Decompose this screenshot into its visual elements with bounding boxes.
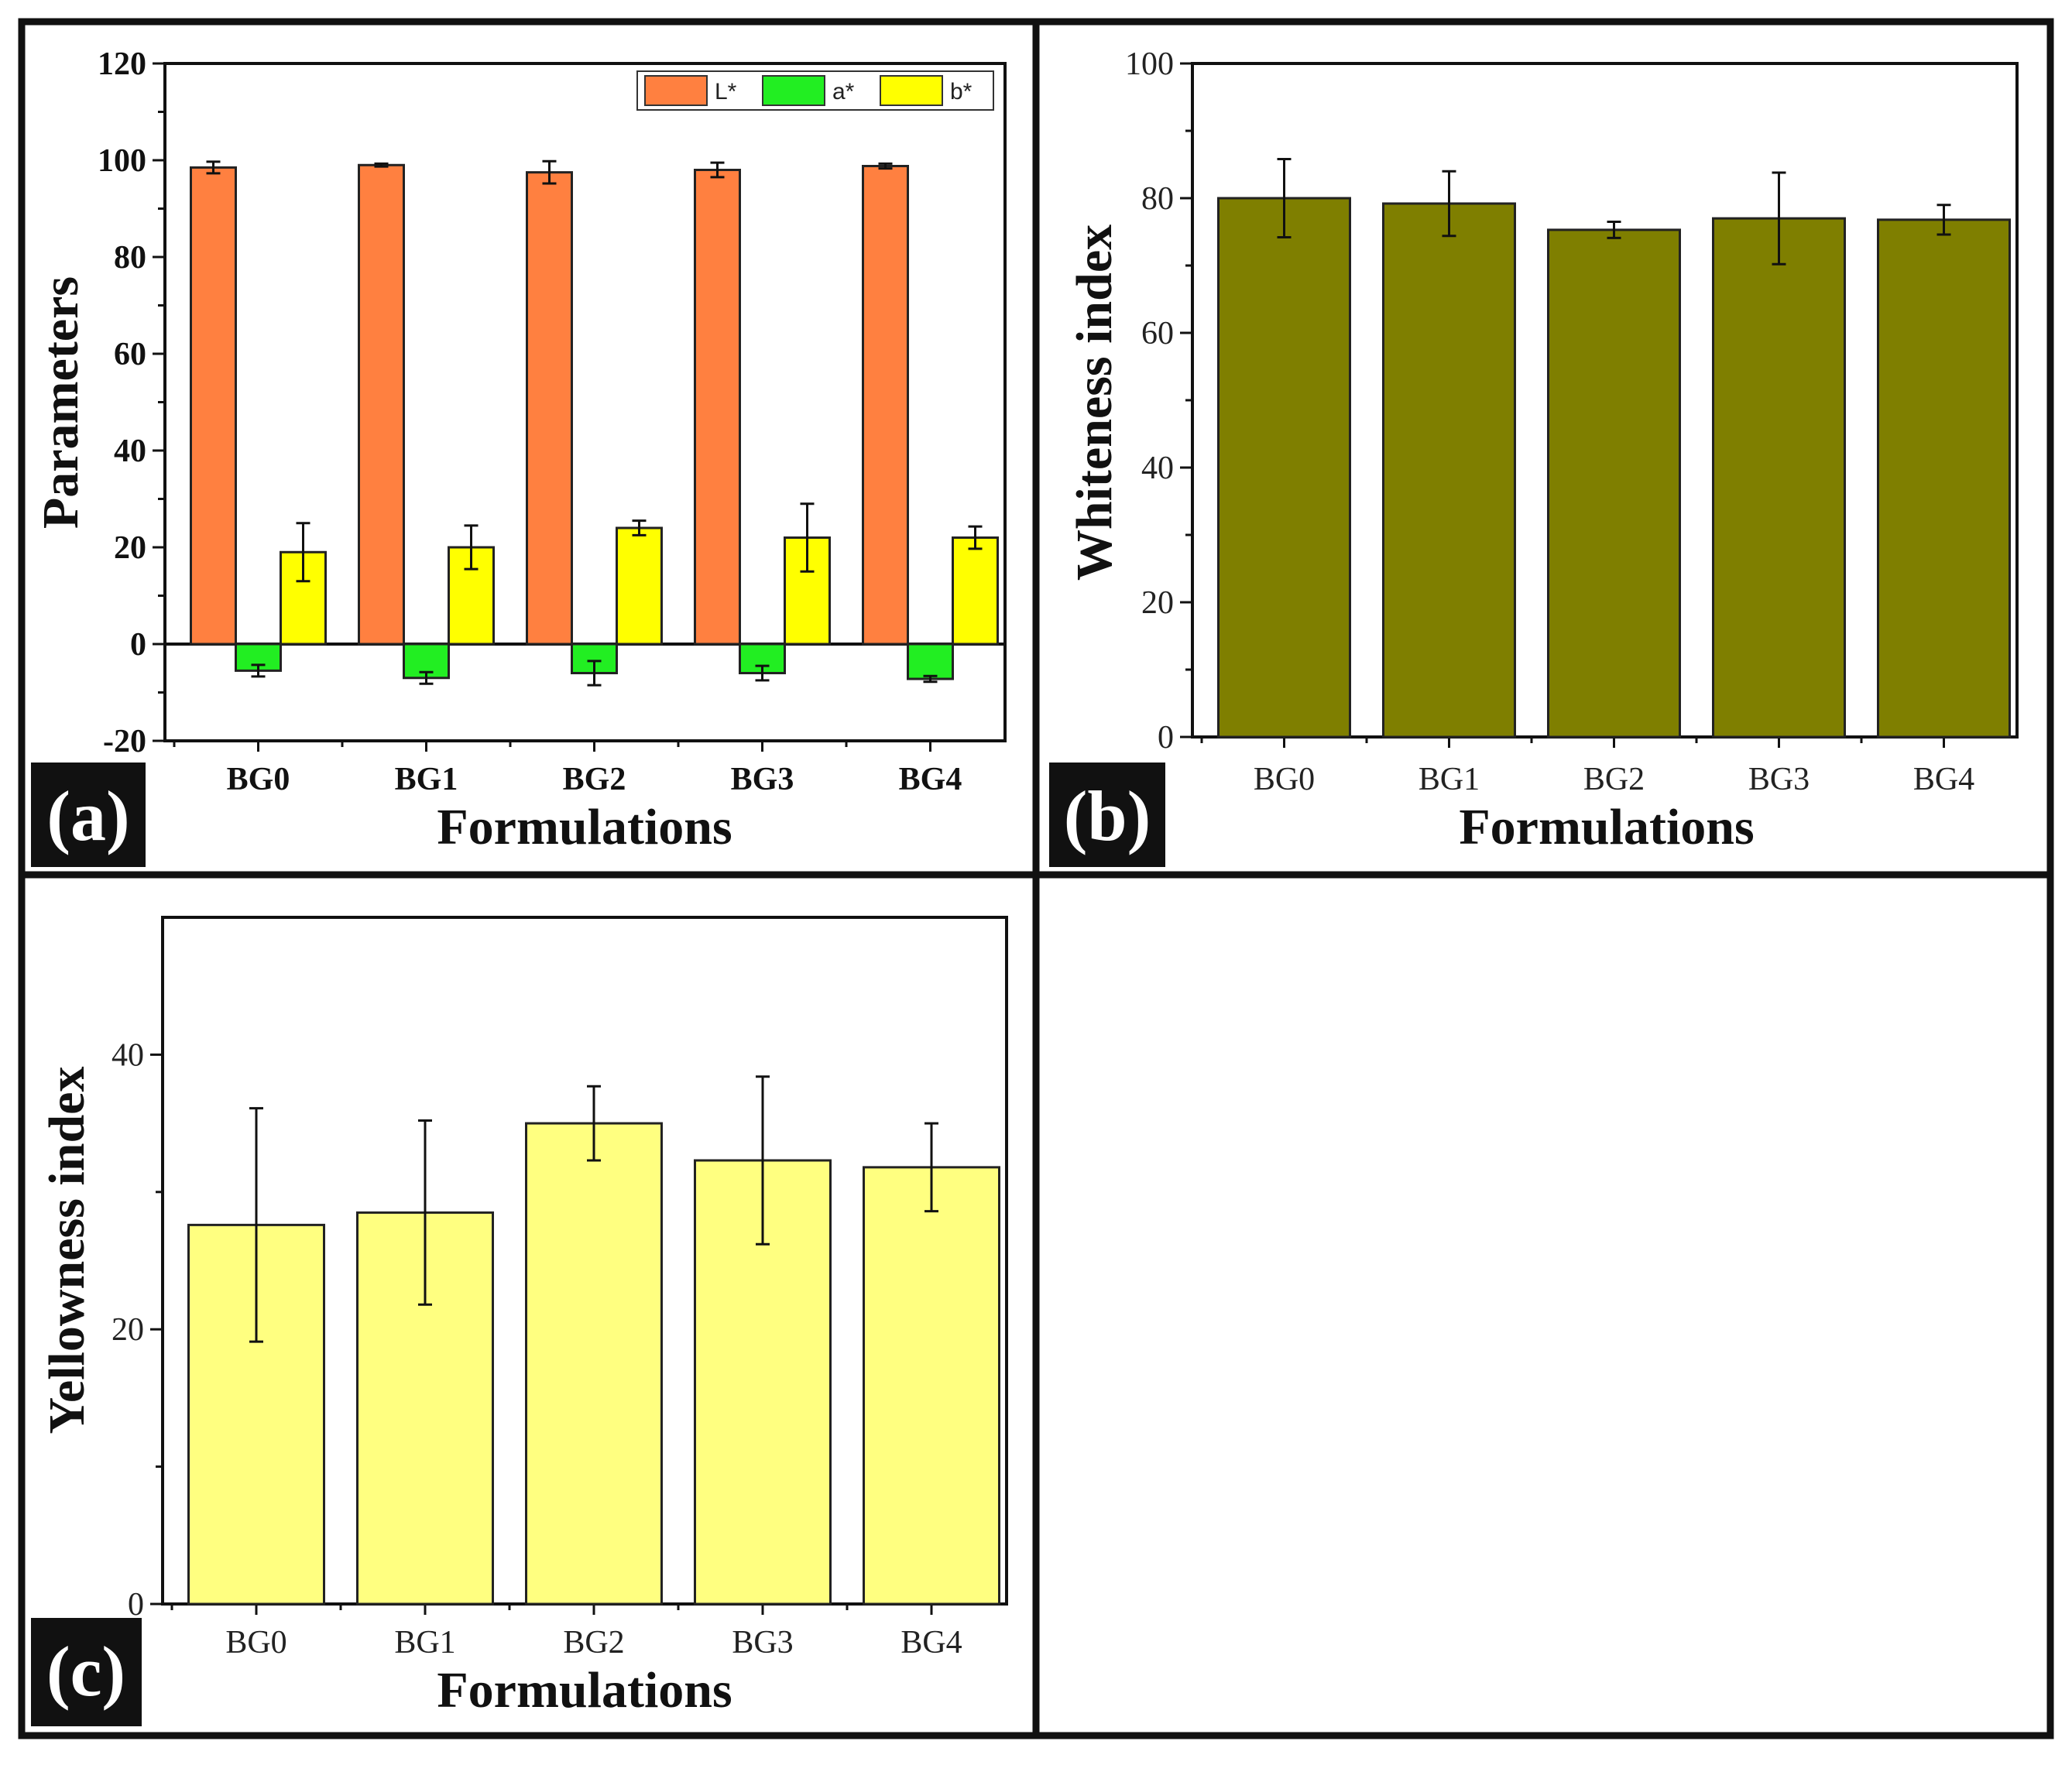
- panel-b-y-axis-title: Whiteness index: [1066, 224, 1123, 581]
- panel-a-letter-box: [31, 763, 146, 867]
- x-tick-label: BG3: [1748, 762, 1810, 797]
- x-tick-label: BG0: [1254, 762, 1315, 797]
- y-tick-label: -20: [103, 724, 146, 759]
- y-tick-label: 0: [130, 627, 146, 663]
- y-tick-label: 40: [1141, 451, 1174, 486]
- y-tick-label: 120: [98, 46, 146, 82]
- panel-c-y-axis-title: Yellowness index: [39, 1067, 95, 1434]
- legend-label-L: L*: [715, 79, 737, 105]
- legend-swatch-L: [644, 75, 708, 106]
- bar: [907, 643, 954, 680]
- panel-c-chart: 0 20 40 BG0 BG1 BG2 BG3 BG4 Yellowness index Fo…: [31, 916, 1008, 1726]
- panel-b-letter-box: [1049, 763, 1165, 867]
- bar: [952, 536, 999, 646]
- bar: [358, 163, 405, 646]
- panel-c-x-axis-title: Formulations: [437, 1662, 732, 1719]
- y-tick-label: 60: [1141, 316, 1174, 351]
- panel-a-x-axis-title: Formulations: [437, 799, 732, 855]
- legend-label-a: a*: [832, 79, 855, 105]
- bar: [1712, 217, 1846, 739]
- legend-label-b: b*: [950, 79, 973, 105]
- x-tick-label: BG4: [899, 762, 962, 797]
- panel-a-chart: -20 0 20 40 60 80 100 120 BG0 BG1 BG2 BG3 BG4 L* a* …: [31, 46, 1007, 867]
- x-tick-label: BG1: [395, 762, 458, 797]
- panel-a-letter: (a): [46, 776, 129, 855]
- y-tick-label: 40: [114, 434, 146, 469]
- bar: [526, 171, 573, 646]
- x-tick-label: BG2: [1583, 762, 1645, 797]
- panel-c-letter: (c): [46, 1632, 125, 1711]
- y-tick-label: 20: [114, 530, 146, 566]
- y-tick-label: 40: [111, 1037, 144, 1073]
- x-tick-label: BG4: [1913, 762, 1974, 797]
- x-tick-label: BG1: [1418, 762, 1480, 797]
- y-tick-label: 100: [98, 143, 146, 179]
- x-tick-label: BG3: [731, 762, 794, 797]
- y-tick-label: 100: [1125, 46, 1174, 82]
- y-tick-label: 60: [114, 337, 146, 372]
- y-tick-label: 20: [111, 1312, 144, 1348]
- panel-b-x-axis-title: Formulations: [1459, 799, 1754, 855]
- y-tick-label: 0: [128, 1587, 144, 1623]
- y-tick-label: 20: [1141, 585, 1174, 621]
- bar: [863, 1166, 1000, 1606]
- bar: [1217, 197, 1351, 739]
- bar: [1547, 228, 1681, 739]
- bar: [616, 526, 663, 646]
- x-tick-label: BG1: [394, 1625, 455, 1660]
- bar: [571, 643, 618, 674]
- bar: [1382, 202, 1516, 739]
- panel-b-chart: 0 20 40 60 80 100 BG0 BG1 BG2 BG3 BG4 Whiteness in…: [1049, 46, 2019, 867]
- legend-swatch-b: [880, 75, 943, 106]
- bar: [1877, 218, 2011, 739]
- panel-d-frame: [1032, 871, 2054, 1739]
- panel-c-letter-box: [31, 1618, 142, 1726]
- x-tick-label: BG2: [563, 1625, 624, 1660]
- bar: [694, 169, 741, 646]
- y-tick-label: 80: [114, 240, 146, 276]
- legend-swatch-a: [762, 75, 825, 106]
- x-tick-label: BG3: [732, 1625, 793, 1660]
- bar: [525, 1122, 663, 1606]
- x-tick-label: BG4: [900, 1625, 962, 1660]
- panel-a-y-axis-title: Parameters: [33, 276, 89, 529]
- x-tick-label: BG0: [227, 762, 290, 797]
- y-tick-label: 80: [1141, 181, 1174, 217]
- panel-b-letter: (b): [1064, 776, 1151, 855]
- x-tick-label: BG2: [563, 762, 626, 797]
- x-tick-label: BG0: [225, 1625, 286, 1660]
- y-tick-label: 0: [1158, 720, 1174, 756]
- bar: [862, 165, 909, 646]
- bar: [190, 166, 237, 646]
- panel-a-legend: L* a* b*: [636, 70, 994, 111]
